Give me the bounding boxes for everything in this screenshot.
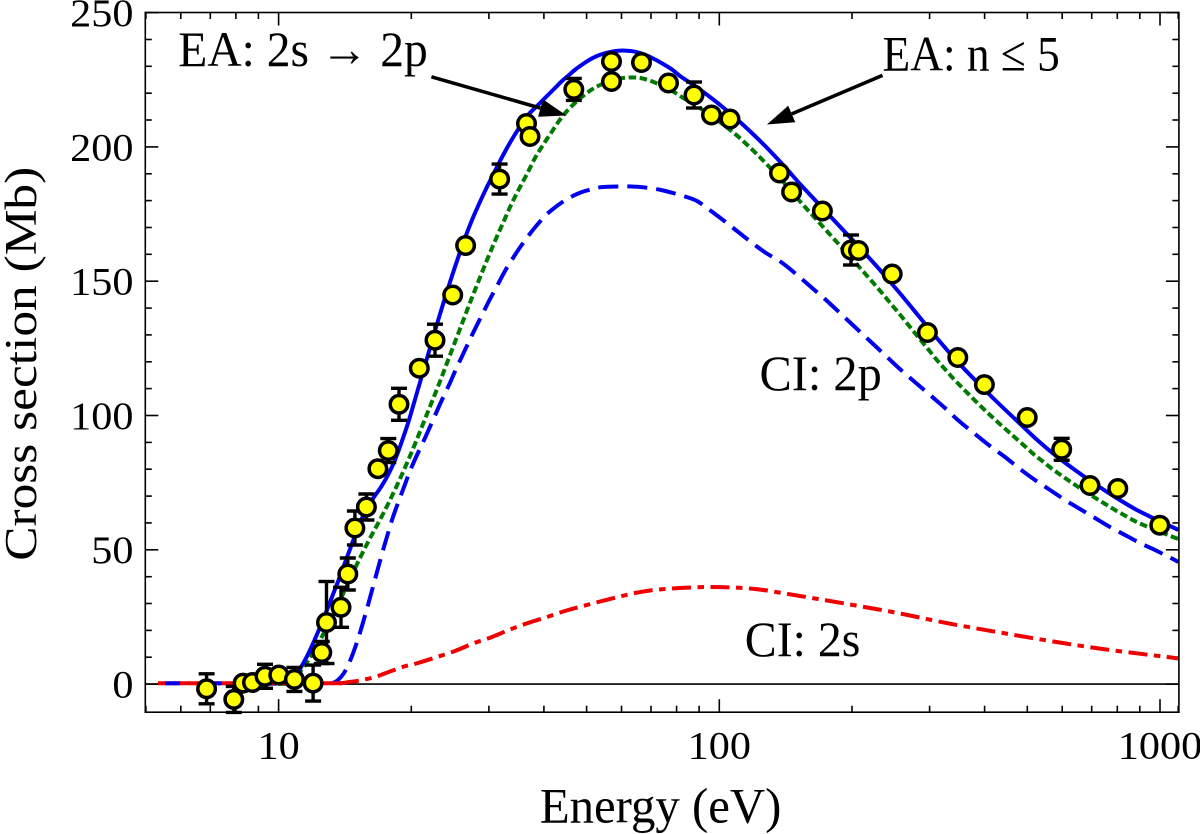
svg-text:1000: 1000 <box>1118 724 1200 768</box>
svg-text:150: 150 <box>70 260 133 304</box>
svg-text:10: 10 <box>258 724 300 768</box>
svg-text:Cross section (Mb): Cross section (Mb) <box>0 167 46 561</box>
svg-text:100: 100 <box>688 724 751 768</box>
svg-text:200: 200 <box>70 125 133 169</box>
svg-text:50: 50 <box>91 528 133 572</box>
svg-text:EA: 2s → 2p: EA: 2s → 2p <box>178 21 427 77</box>
svg-text:250: 250 <box>70 0 133 35</box>
svg-text:100: 100 <box>70 394 133 438</box>
svg-text:Energy (eV): Energy (eV) <box>540 778 782 834</box>
svg-text:0: 0 <box>112 663 133 707</box>
svg-text:CI: 2p: CI: 2p <box>760 345 882 401</box>
svg-text:CI: 2s: CI: 2s <box>745 611 861 667</box>
svg-text:EA: n ≤ 5: EA: n ≤ 5 <box>883 26 1060 82</box>
